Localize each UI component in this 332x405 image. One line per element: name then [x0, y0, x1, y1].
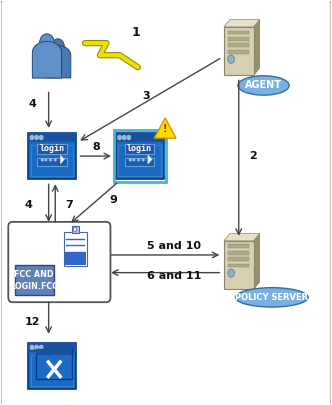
Polygon shape: [154, 118, 176, 138]
Text: FCC AND
LOGIN.FCC: FCC AND LOGIN.FCC: [10, 270, 58, 291]
Bar: [125, 143, 154, 154]
Circle shape: [35, 136, 38, 140]
Text: login: login: [40, 144, 64, 153]
Circle shape: [51, 39, 64, 55]
Bar: [63, 232, 87, 266]
Polygon shape: [45, 45, 71, 78]
Bar: [116, 133, 164, 179]
Bar: [37, 368, 67, 376]
Bar: [64, 252, 86, 265]
Circle shape: [228, 55, 234, 63]
Text: login: login: [127, 144, 152, 153]
Bar: [72, 226, 79, 233]
Polygon shape: [224, 20, 260, 27]
Bar: [37, 158, 67, 166]
Text: 4: 4: [25, 200, 33, 209]
Text: 1: 1: [131, 26, 140, 39]
Polygon shape: [224, 234, 260, 241]
Bar: [228, 50, 249, 53]
Circle shape: [40, 34, 54, 52]
Bar: [228, 264, 249, 267]
Text: 5 and 10: 5 and 10: [147, 241, 201, 251]
FancyBboxPatch shape: [8, 222, 111, 302]
Polygon shape: [32, 41, 62, 78]
Bar: [28, 133, 76, 142]
Bar: [36, 349, 72, 379]
Polygon shape: [60, 155, 64, 164]
Text: AGENT: AGENT: [245, 81, 282, 90]
Bar: [228, 37, 249, 40]
Bar: [37, 354, 67, 364]
Bar: [224, 27, 254, 75]
Circle shape: [118, 136, 121, 140]
Bar: [118, 145, 161, 176]
Ellipse shape: [235, 288, 308, 307]
Bar: [28, 343, 76, 389]
Polygon shape: [254, 234, 260, 289]
Text: 4: 4: [28, 98, 36, 109]
Circle shape: [30, 345, 34, 350]
Polygon shape: [148, 155, 152, 164]
Bar: [125, 158, 154, 166]
Text: ····: ····: [40, 367, 58, 377]
Bar: [228, 258, 249, 261]
Bar: [28, 133, 76, 179]
Circle shape: [30, 136, 34, 140]
Circle shape: [123, 136, 126, 140]
Text: ****: ****: [127, 158, 146, 166]
Polygon shape: [254, 20, 260, 75]
Bar: [15, 265, 53, 295]
Text: 6 and 11: 6 and 11: [147, 271, 202, 281]
Text: login: login: [40, 354, 64, 363]
Bar: [36, 349, 72, 356]
Text: ****: ****: [40, 158, 58, 166]
Circle shape: [73, 227, 77, 231]
Circle shape: [40, 345, 43, 350]
Bar: [228, 251, 249, 255]
Ellipse shape: [238, 76, 289, 95]
Bar: [228, 245, 249, 248]
Bar: [224, 241, 254, 289]
Text: POLICY SERVER: POLICY SERVER: [235, 293, 308, 302]
Circle shape: [228, 269, 234, 277]
Bar: [114, 130, 166, 182]
Text: 2: 2: [249, 151, 257, 161]
Text: 9: 9: [109, 196, 117, 205]
Bar: [28, 343, 76, 352]
Bar: [116, 133, 164, 142]
Bar: [228, 30, 249, 34]
Circle shape: [127, 136, 130, 140]
Text: 7: 7: [66, 200, 73, 209]
Bar: [37, 143, 67, 154]
Circle shape: [40, 136, 43, 140]
Text: 8: 8: [92, 142, 100, 152]
Text: 12: 12: [24, 317, 40, 326]
Bar: [31, 355, 73, 386]
Bar: [31, 145, 73, 176]
Polygon shape: [60, 365, 64, 374]
Bar: [228, 43, 249, 47]
Circle shape: [35, 345, 38, 350]
Text: !: !: [163, 124, 167, 134]
Text: 3: 3: [142, 91, 150, 100]
